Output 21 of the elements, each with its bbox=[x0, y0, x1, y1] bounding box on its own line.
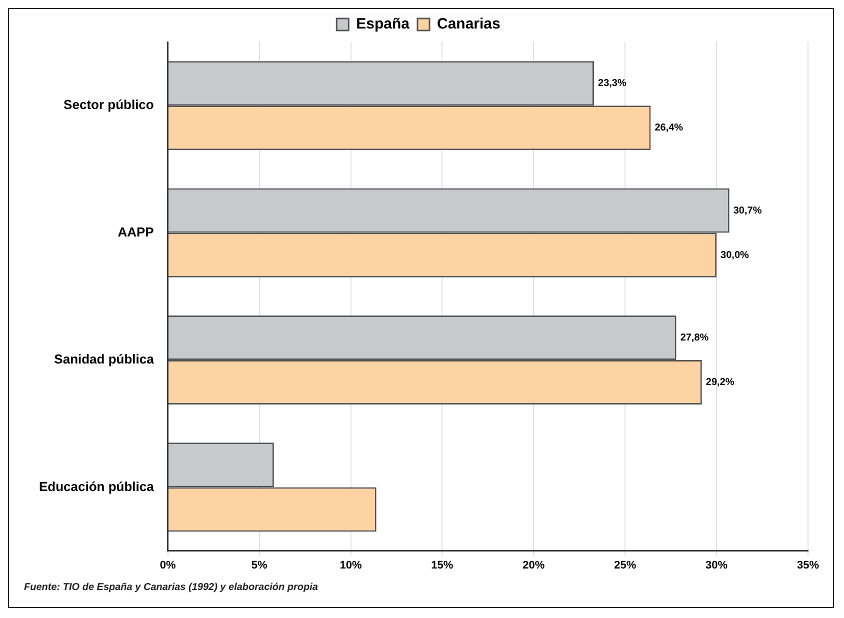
y-tick-label: Sector público bbox=[64, 97, 154, 112]
y-tick-label: Sanidad pública bbox=[54, 352, 155, 367]
legend-label: Canarias bbox=[436, 16, 500, 33]
x-tick-label: 5% bbox=[251, 559, 268, 572]
y-tick-label: Educación pública bbox=[38, 478, 155, 494]
data-label: 30,7% bbox=[733, 205, 762, 216]
x-tick-label: 0% bbox=[160, 559, 176, 572]
x-tick-label: 25% bbox=[614, 559, 636, 572]
data-label: 30,0% bbox=[720, 250, 750, 261]
data-label: 29,2% bbox=[706, 377, 734, 388]
data-label: 27,8% bbox=[680, 332, 709, 344]
data-label: 26,4% bbox=[654, 122, 684, 134]
y-tick-label: AAPP bbox=[118, 224, 154, 240]
x-tick-label: 15% bbox=[431, 559, 454, 572]
x-tick-label: 10% bbox=[340, 559, 362, 572]
source-note: Fuente: TIO de España y Canarias (1992) y elaboración propia bbox=[24, 582, 318, 593]
x-tick-label: 35% bbox=[796, 559, 820, 572]
x-tick-label: 30% bbox=[706, 559, 728, 572]
legend-label: España bbox=[356, 16, 410, 33]
x-tick-label: 20% bbox=[522, 559, 545, 572]
data-label: 23,3% bbox=[598, 78, 626, 90]
